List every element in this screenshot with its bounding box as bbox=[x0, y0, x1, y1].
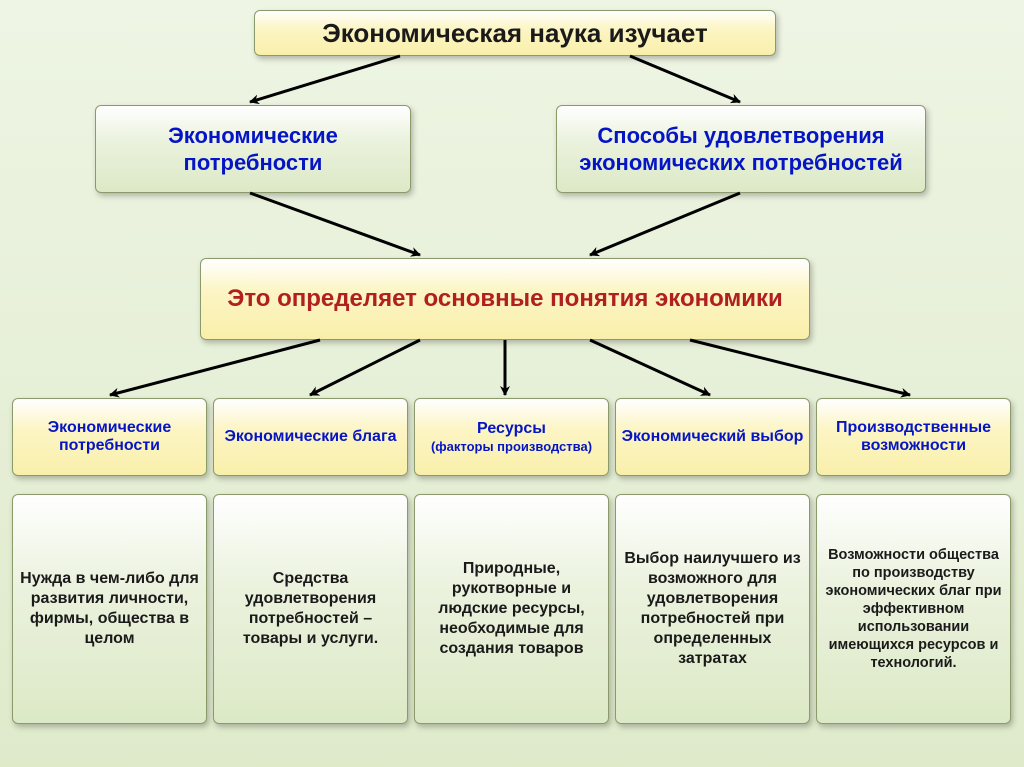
central-box: Это определяет основные понятия экономик… bbox=[200, 258, 810, 340]
title-text: Экономическая наука изучает bbox=[322, 18, 708, 49]
arrow bbox=[310, 340, 420, 395]
concept-box-0: Экономические потребности bbox=[12, 398, 207, 476]
level2-left-text: Экономические потребности bbox=[96, 122, 410, 177]
concept-label: Экономические потребности bbox=[13, 419, 206, 456]
desc-box-3: Выбор наилучшего из возможного для удовл… bbox=[615, 494, 810, 724]
concept-label: Экономический выбор bbox=[622, 428, 804, 446]
concept-box-2: Ресурсы (факторы производства) bbox=[414, 398, 609, 476]
desc-box-2: Природные, рукотворные и людские ресурсы… bbox=[414, 494, 609, 724]
desc-box-4: Возможности общества по производству эко… bbox=[816, 494, 1011, 724]
desc-text: Возможности общества по производству эко… bbox=[817, 540, 1010, 679]
concept-box-4: Производственные возможности bbox=[816, 398, 1011, 476]
level2-right-text: Способы удовлетворения экономических пот… bbox=[557, 122, 925, 177]
concept-sublabel: (факторы производства) bbox=[431, 439, 592, 454]
arrow bbox=[110, 340, 320, 395]
level2-right-box: Способы удовлетворения экономических пот… bbox=[556, 105, 926, 193]
title-box: Экономическая наука изучает bbox=[254, 10, 776, 56]
desc-box-0: Нужда в чем-либо для развития личности, … bbox=[12, 494, 207, 724]
desc-text: Нужда в чем-либо для развития личности, … bbox=[13, 563, 206, 655]
arrow bbox=[590, 340, 710, 395]
arrow bbox=[250, 193, 420, 255]
arrow bbox=[690, 340, 910, 395]
desc-text: Средства удовлетворения потребностей – т… bbox=[214, 563, 407, 655]
arrow bbox=[250, 56, 400, 102]
desc-box-1: Средства удовлетворения потребностей – т… bbox=[213, 494, 408, 724]
concept-label: Ресурсы bbox=[477, 420, 546, 438]
desc-text: Выбор наилучшего из возможного для удовл… bbox=[616, 543, 809, 675]
arrow bbox=[630, 56, 740, 102]
arrow bbox=[590, 193, 740, 255]
concept-label: Экономические блага bbox=[224, 428, 396, 446]
level2-left-box: Экономические потребности bbox=[95, 105, 411, 193]
concept-box-1: Экономические блага bbox=[213, 398, 408, 476]
concept-box-3: Экономический выбор bbox=[615, 398, 810, 476]
concept-label: Производственные возможности bbox=[817, 419, 1010, 456]
desc-text: Природные, рукотворные и людские ресурсы… bbox=[415, 553, 608, 665]
central-text: Это определяет основные понятия экономик… bbox=[227, 283, 782, 314]
